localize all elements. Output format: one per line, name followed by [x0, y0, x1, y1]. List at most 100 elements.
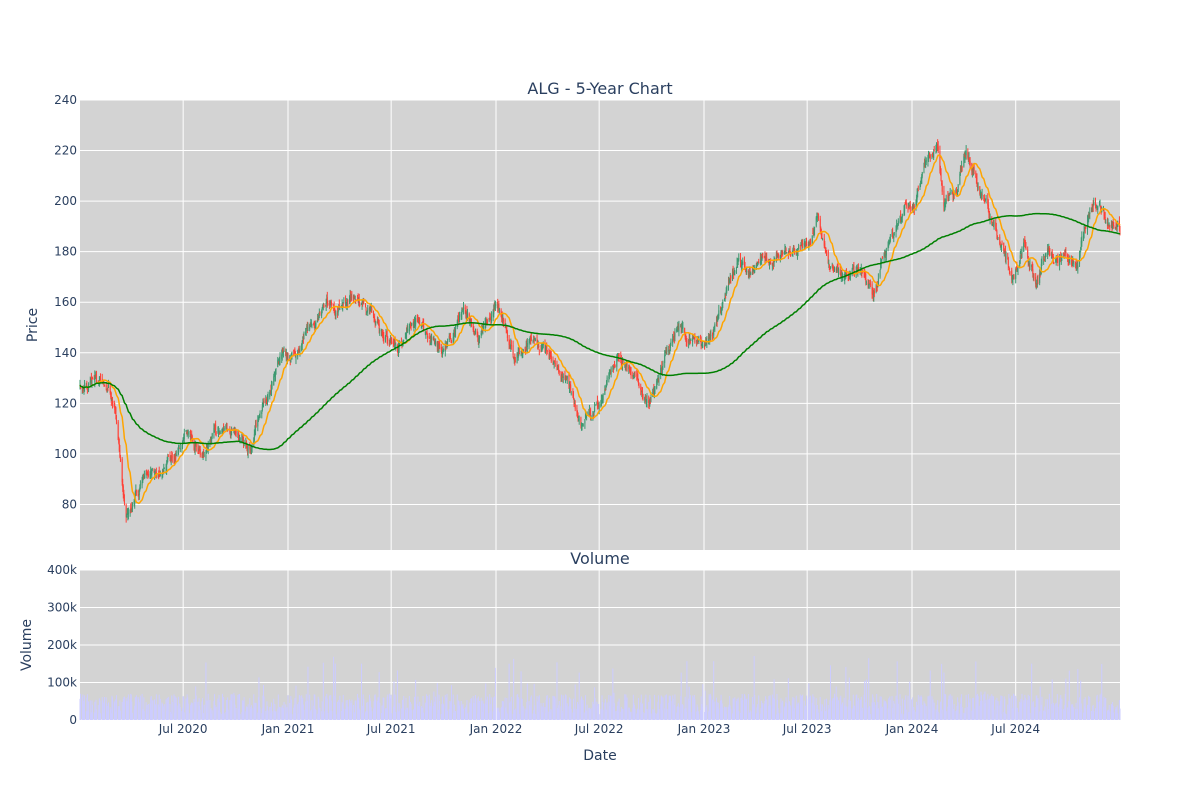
volume-bar: [897, 703, 899, 720]
volume-bar: [905, 709, 907, 720]
candle-body: [730, 276, 732, 279]
candle-body: [1076, 265, 1078, 267]
candle-body: [876, 286, 878, 288]
candle-body: [789, 251, 791, 254]
volume-bar: [166, 711, 168, 720]
volume-bar: [457, 710, 459, 720]
volume-bar: [181, 711, 183, 720]
candle-body: [676, 328, 678, 331]
candle-body: [936, 144, 938, 149]
candle-body: [175, 456, 177, 459]
volume-bar: [374, 695, 376, 720]
candle-body: [425, 332, 427, 333]
candle-body: [666, 350, 668, 353]
volume-bar: [692, 695, 694, 720]
volume-bar: [956, 705, 958, 720]
candle-body: [759, 256, 761, 265]
candle-body: [480, 333, 482, 335]
volume-bar: [283, 701, 285, 720]
volume-bar: [150, 695, 152, 720]
volume-bar: [757, 712, 759, 720]
candle-body: [897, 220, 899, 225]
candle-body: [506, 331, 508, 338]
volume-bar: [912, 710, 914, 720]
volume-bar: [174, 696, 176, 720]
candle-body: [992, 221, 994, 224]
volume-bar: [150, 697, 152, 720]
candle-body: [295, 355, 297, 359]
volume-bar: [837, 707, 839, 720]
volume-bar: [959, 703, 961, 720]
volume-bar: [349, 699, 351, 720]
volume-bar: [900, 705, 902, 720]
candle-body: [194, 444, 196, 452]
volume-bar: [710, 695, 712, 720]
candle-body: [478, 337, 480, 343]
volume-bar: [477, 713, 479, 720]
volume-bar: [808, 683, 810, 720]
volume-bar: [265, 714, 267, 720]
volume-bar: [443, 704, 445, 720]
volume-bar: [157, 704, 159, 720]
candle-body: [279, 357, 281, 363]
volume-bar: [274, 711, 276, 720]
candle-body: [969, 157, 971, 163]
candle-body: [126, 512, 128, 515]
volume-bar: [849, 700, 851, 720]
volume-bar: [863, 694, 865, 720]
volume-bar: [342, 694, 344, 720]
volume-bar: [83, 700, 85, 720]
volume-bar: [770, 705, 772, 720]
candle-body: [697, 337, 699, 342]
candle-body: [1063, 255, 1065, 257]
candle-body: [1088, 215, 1090, 216]
candle-body: [584, 419, 586, 424]
candle-body: [784, 247, 786, 254]
volume-bar: [155, 705, 157, 720]
candle-body: [852, 268, 854, 270]
volume-bar: [625, 701, 627, 720]
candle-body: [243, 444, 245, 446]
candle-body: [1020, 254, 1022, 256]
candle-body: [418, 318, 420, 322]
candle-body: [825, 247, 827, 250]
volume-bar: [338, 700, 340, 720]
volume-bar: [881, 707, 883, 720]
candle-body: [517, 355, 519, 357]
candle-body: [436, 341, 438, 347]
candle-body: [488, 317, 490, 322]
candle-body: [95, 375, 97, 378]
volume-bar: [1015, 695, 1017, 720]
volume-bar: [117, 705, 119, 720]
candle-body: [142, 474, 144, 478]
candle-body: [362, 299, 364, 302]
price-tick-label: 240: [54, 93, 77, 107]
candle-body: [812, 233, 814, 235]
candle-body: [439, 341, 441, 348]
volume-bar: [255, 708, 257, 720]
candle-body: [222, 427, 224, 432]
volume-bar: [1112, 702, 1114, 720]
volume-bar: [1095, 711, 1097, 720]
volume-bar: [915, 711, 917, 720]
volume-bar: [1028, 706, 1030, 720]
volume-bar: [145, 702, 147, 720]
volume-bar: [194, 702, 196, 720]
candle-body: [845, 271, 847, 274]
volume-bar: [199, 705, 201, 720]
candle-body: [761, 258, 763, 261]
volume-bar: [429, 706, 431, 720]
candle-body: [921, 172, 923, 177]
volume-bar: [896, 714, 898, 720]
volume-bar: [618, 698, 620, 720]
volume-bar: [101, 697, 103, 720]
volume-bar: [1052, 702, 1054, 720]
candle-body: [917, 190, 919, 191]
volume-bar: [969, 714, 971, 720]
candle-body: [853, 265, 855, 273]
volume-bar: [967, 706, 969, 720]
candle-body: [724, 294, 726, 301]
candle-body: [979, 186, 981, 194]
volume-bar: [445, 697, 447, 720]
volume-bar: [201, 701, 203, 720]
